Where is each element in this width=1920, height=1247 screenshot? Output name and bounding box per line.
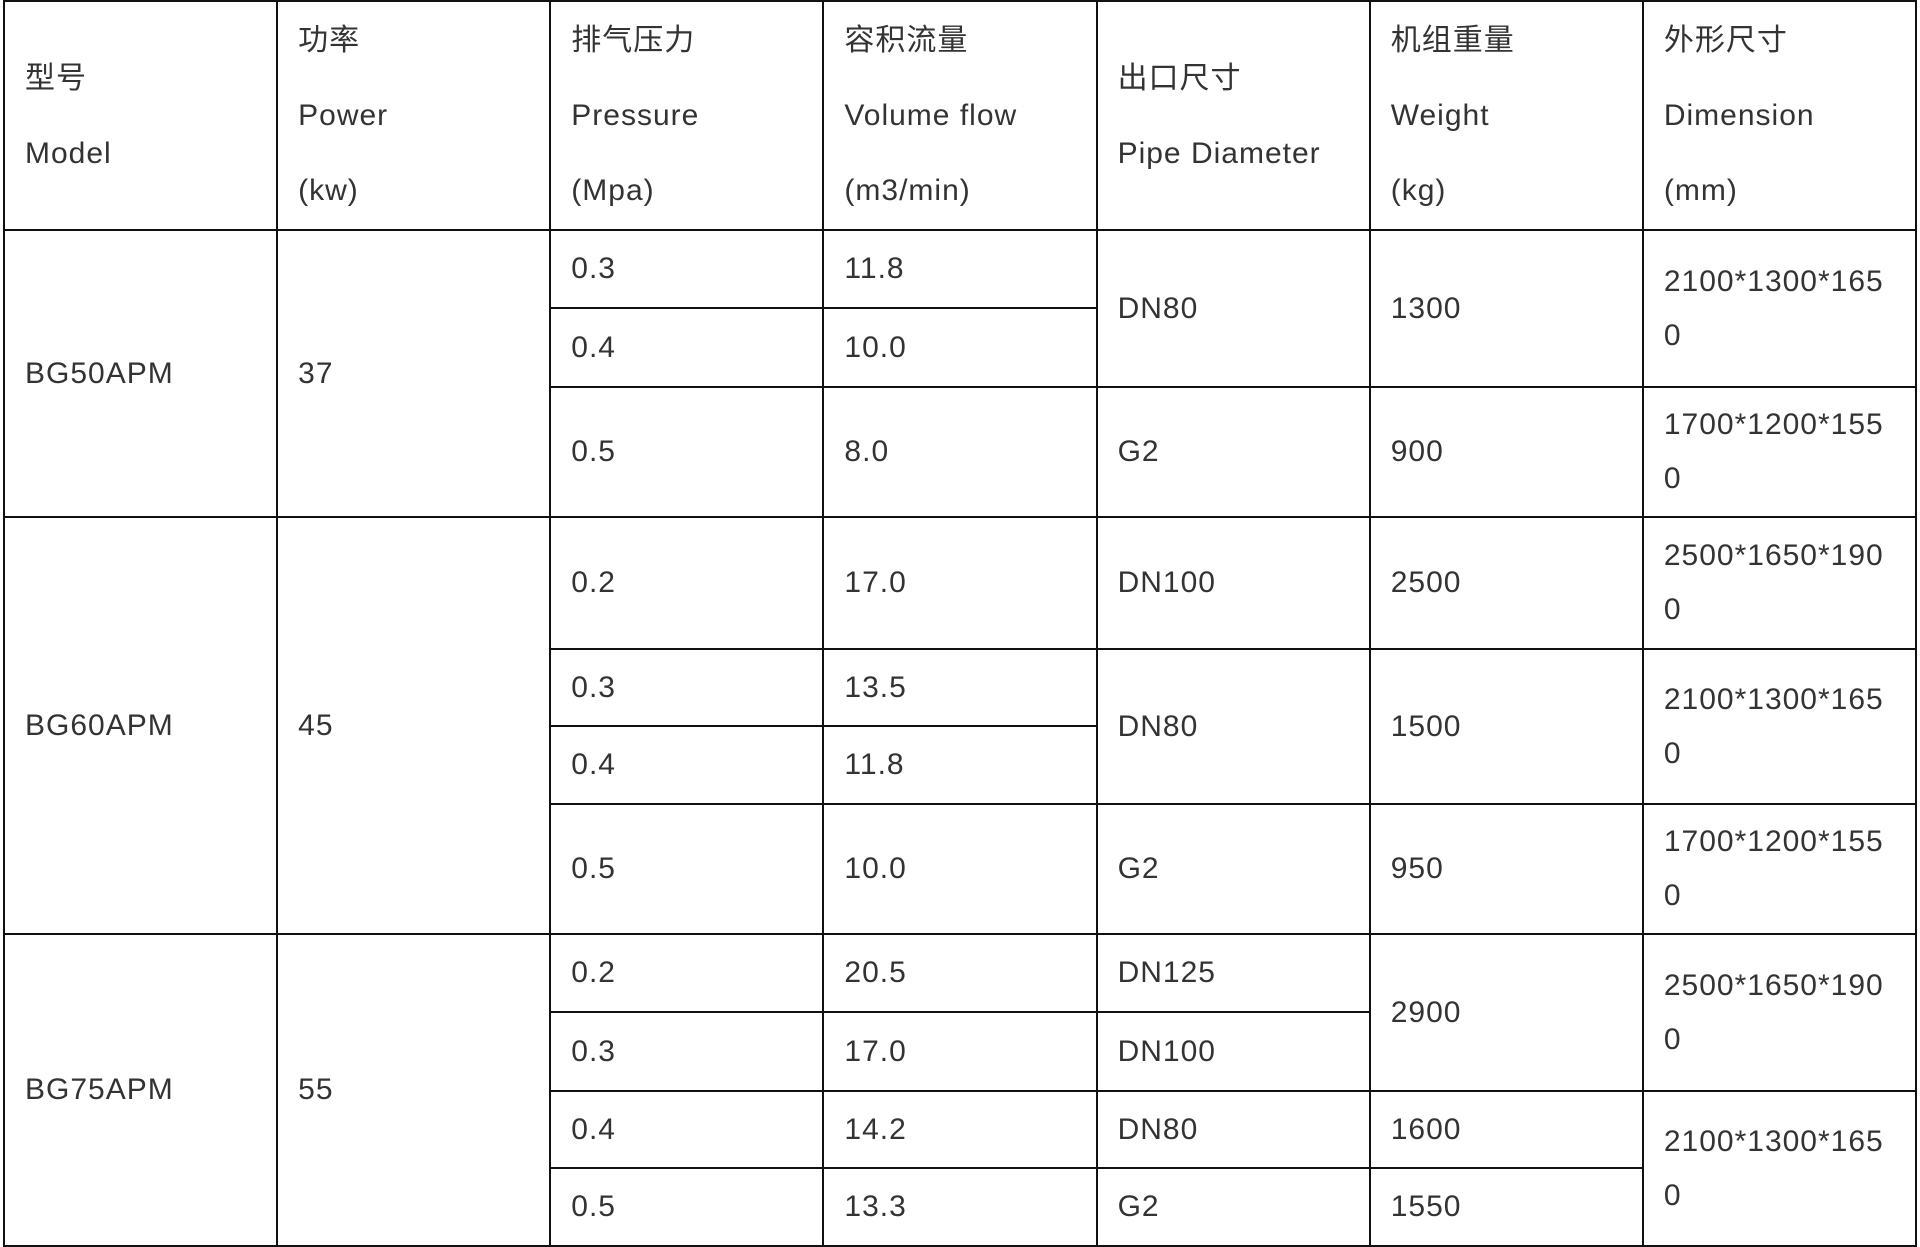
header-en: Pipe Diameter [1117, 136, 1321, 170]
header-zh: 型号 [25, 61, 87, 95]
table-row: 0.4 14.2 DN80 1600 2100*1300*1650 [4, 1090, 1918, 1247]
weight-cell: 1550 [1368, 1167, 1644, 1247]
dimension-cell: 2100*1300*1650 [1641, 229, 1918, 388]
table-row: BG60APM 45 0.2 17.0 DN100 2500 2500*1650… [2, 516, 1918, 935]
header-pipe-diameter: 出口尺寸 Pipe Diameter [1095, 0, 1371, 231]
pipe-cell: G2 [1095, 386, 1371, 518]
flow-cell: 14.2 [822, 1090, 1098, 1169]
power-cell: 45 [276, 516, 552, 935]
pipe-cell: DN125 [1095, 933, 1371, 1013]
table-row: 0.5 10.0 G2 950 1700*1200*1550 [4, 803, 1918, 935]
pressure-cell: 0.5 [549, 1167, 825, 1247]
flow-cell: 13.3 [822, 1167, 1098, 1247]
pipe-cell: G2 [1095, 803, 1371, 935]
dimension-cell: 2500*1650*1900 [1641, 933, 1918, 1092]
pressure-cell: 0.4 [549, 725, 825, 805]
header-unit: (mm) [1663, 174, 1738, 207]
header-unit: (kw) [298, 174, 359, 207]
header-model: 型号 Model [2, 0, 279, 231]
pipe-cell: DN100 [1095, 516, 1371, 650]
table-row: BG50APM 37 0.3 11.8 DN80 1300 2100*1300*… [2, 229, 1918, 518]
flow-cell: 10.0 [822, 307, 1098, 388]
flow-cell: 13.5 [822, 648, 1098, 727]
pipe-cell: G2 [1095, 1167, 1371, 1247]
pressure-cell: 0.2 [549, 516, 825, 650]
pressure-cell: 0.3 [549, 1011, 825, 1092]
header-en: Weight [1390, 99, 1490, 132]
header-en: Model [25, 136, 112, 170]
weight-cell: 2900 [1368, 933, 1644, 1092]
weight-cell: 900 [1368, 386, 1644, 518]
dimension-cell: 2100*1300*1650 [1641, 648, 1918, 805]
weight-cell: 1300 [1368, 229, 1644, 388]
header-weight: 机组重量 Weight (kg) [1368, 0, 1644, 231]
pipe-cell: DN100 [1095, 1011, 1371, 1092]
table-row: 0.3 13.5 DN80 1500 2100*1300*1650 [4, 648, 1918, 805]
table-row: 0.4 10.0 [4, 307, 1916, 388]
weight-cell: 950 [1368, 803, 1644, 935]
header-dimension: 外形尺寸 Dimension (mm) [1641, 0, 1918, 231]
pressure-cell: 0.2 [549, 933, 825, 1013]
header-zh: 外形尺寸 [1663, 24, 1788, 57]
header-volume-flow: 容积流量 Volume flow (m3/min) [822, 0, 1098, 231]
header-zh: 功率 [298, 24, 361, 57]
flow-cell: 11.8 [822, 229, 1098, 309]
table-row: BG75APM 55 0.2 20.5 DN125 2900 2500*1650… [2, 933, 1918, 1247]
header-unit: (Mpa) [571, 174, 655, 207]
pressure-cell: 0.3 [549, 229, 825, 309]
header-unit: (kg) [1390, 174, 1447, 207]
table-row: 0.4 11.8 [4, 725, 1916, 805]
flow-cell: 10.0 [822, 803, 1098, 935]
header-en: Volume flow [844, 99, 1018, 132]
header-en: Pressure [571, 99, 700, 132]
dimension-cell: 2500*1650*1900 [1641, 516, 1918, 650]
flow-cell: 20.5 [822, 933, 1098, 1013]
flow-cell: 17.0 [822, 1011, 1098, 1092]
header-zh: 排气压力 [571, 24, 696, 57]
dimension-cell: 2100*1300*1650 [1641, 1090, 1918, 1247]
flow-cell: 17.0 [822, 516, 1098, 650]
power-cell: 55 [276, 933, 552, 1247]
power-cell: 37 [276, 229, 552, 518]
model-cell: BG60APM [2, 516, 279, 935]
header-unit: (m3/min) [844, 174, 971, 207]
model-cell: BG75APM [2, 933, 279, 1247]
flow-cell: 8.0 [822, 386, 1098, 518]
header-en: Power [298, 99, 389, 132]
header-pressure: 排气压力 Pressure (Mpa) [549, 0, 825, 231]
header-en: Dimension [1663, 99, 1815, 132]
pressure-cell: 0.4 [549, 1090, 825, 1169]
weight-cell: 2500 [1368, 516, 1644, 650]
header-zh: 机组重量 [1390, 24, 1515, 57]
pipe-cell: DN80 [1095, 648, 1371, 805]
header-zh: 出口尺寸 [1117, 61, 1242, 95]
weight-cell: 1600 [1368, 1090, 1644, 1169]
pressure-cell: 0.5 [549, 386, 825, 518]
header-zh: 容积流量 [844, 24, 969, 57]
header-power: 功率 Power (kw) [276, 0, 552, 231]
dimension-cell: 1700*1200*1550 [1641, 803, 1918, 935]
header-row: 型号 Model 功率 Power (kw) 排气压力 Pressure (Mpa) 容积… [2, 0, 1918, 231]
pipe-cell: DN80 [1095, 229, 1371, 388]
table-row: 0.5 8.0 G2 900 1700*1200*1550 [4, 386, 1918, 518]
model-cell: BG50APM [2, 229, 279, 518]
pipe-cell: DN80 [1095, 1090, 1371, 1169]
pressure-cell: 0.5 [549, 803, 825, 935]
pressure-cell: 0.4 [549, 307, 825, 388]
table-row: 0.5 13.3 G2 1550 [4, 1167, 1916, 1247]
table-row: 0.3 17.0 DN100 [4, 1011, 1916, 1092]
flow-cell: 11.8 [822, 725, 1098, 805]
weight-cell: 1500 [1368, 648, 1644, 805]
dimension-cell: 1700*1200*1550 [1641, 386, 1918, 518]
pressure-cell: 0.3 [549, 648, 825, 727]
